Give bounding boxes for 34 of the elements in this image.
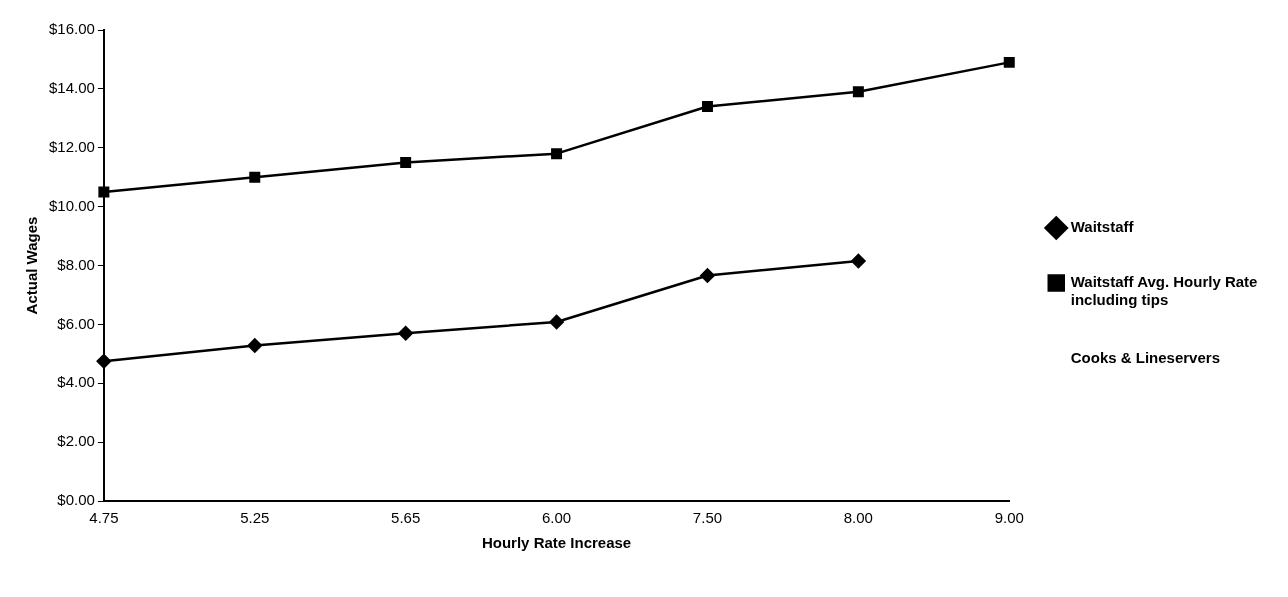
point [1003,56,1015,68]
point [700,268,715,283]
point [398,325,413,341]
y-tick-label: $4.00 [57,373,95,391]
y-tick-label: $10.00 [48,196,95,214]
point [851,253,866,269]
text: Cooks & Lineservers [1070,349,1220,367]
point [96,353,112,369]
point [549,314,564,330]
point [400,156,412,168]
y-tick-label: $0.00 [57,491,95,509]
point [551,148,563,160]
legend-label: Waitstaff [1070,218,1135,236]
point [247,338,263,353]
y-tick-label: $8.00 [57,255,95,273]
point [249,171,261,183]
y-tick-label: $6.00 [57,314,95,332]
y-tick-label: $16.00 [48,20,95,38]
legend-label: Waitstaff Avg. Hourly Rate including tips [1070,273,1258,309]
x-tick-label: 5.25 [240,509,270,527]
y-axis-title: Actual Wages [23,216,41,315]
y-tick-label: $2.00 [57,432,95,450]
point [98,186,110,198]
x-tick-label: 7.50 [692,509,723,527]
x-tick-label: 5.65 [391,509,421,527]
x-tick-label: 9.00 [994,509,1024,527]
point [852,86,864,98]
x-tick-label: 8.00 [843,509,873,527]
y-tick-label: $14.00 [48,79,95,97]
x-axis-title: Hourly Rate Increase [481,534,632,552]
point [701,101,713,113]
x-tick-label: 6.00 [541,509,572,527]
y-tick-label: $12.00 [48,137,95,155]
x-tick-label: 4.75 [89,509,119,527]
